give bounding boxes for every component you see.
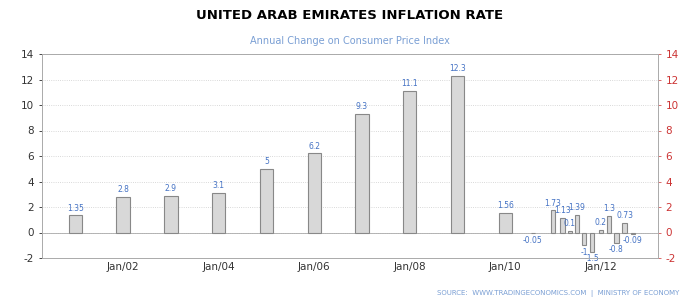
Text: UNITED ARAB EMIRATES INFLATION RATE: UNITED ARAB EMIRATES INFLATION RATE [197, 9, 503, 22]
Text: 2.8: 2.8 [117, 185, 129, 194]
Text: 0.73: 0.73 [616, 212, 633, 220]
Bar [622, 223, 626, 232]
Text: -1: -1 [580, 248, 588, 257]
Bar [607, 216, 611, 232]
Bar [598, 230, 603, 232]
Bar [164, 196, 178, 232]
Bar [498, 213, 512, 232]
Text: Annual Change on Consumer Price Index: Annual Change on Consumer Price Index [250, 36, 450, 46]
Bar [615, 232, 619, 243]
Bar [551, 210, 555, 232]
Text: 0.1: 0.1 [564, 219, 575, 228]
Bar [403, 91, 416, 232]
Bar [575, 215, 579, 232]
Text: 1.3: 1.3 [603, 204, 615, 213]
Text: 1.73: 1.73 [545, 199, 561, 208]
Text: 3.1: 3.1 [213, 181, 225, 190]
Text: 1.39: 1.39 [568, 203, 585, 212]
Text: -0.05: -0.05 [523, 236, 542, 245]
Bar [356, 114, 369, 232]
Bar [307, 153, 321, 232]
Text: 2.9: 2.9 [165, 184, 177, 193]
Text: SOURCE:  WWW.TRADINGECONOMICS.COM  |  MINISTRY OF ECONOMY: SOURCE: WWW.TRADINGECONOMICS.COM | MINIS… [437, 290, 679, 297]
Text: -0.8: -0.8 [609, 245, 624, 254]
Bar [531, 232, 535, 233]
Text: 1.13: 1.13 [554, 206, 571, 215]
Bar [631, 232, 635, 234]
Text: 6.2: 6.2 [308, 142, 320, 151]
Bar [560, 218, 565, 232]
Bar [451, 76, 464, 232]
Text: -0.09: -0.09 [623, 236, 643, 245]
Text: 9.3: 9.3 [356, 102, 368, 111]
Text: 11.1: 11.1 [401, 79, 418, 88]
Text: -1.5: -1.5 [584, 254, 599, 263]
Bar [590, 232, 594, 252]
Bar [212, 193, 225, 232]
Bar [116, 197, 130, 232]
Text: 0.2: 0.2 [595, 218, 607, 227]
Bar [582, 232, 586, 245]
Text: 5: 5 [264, 157, 269, 166]
Text: 1.56: 1.56 [497, 201, 514, 210]
Bar [69, 215, 82, 232]
Bar [568, 231, 572, 232]
Text: 1.35: 1.35 [67, 203, 84, 212]
Bar [260, 169, 273, 232]
Text: 12.3: 12.3 [449, 64, 466, 73]
